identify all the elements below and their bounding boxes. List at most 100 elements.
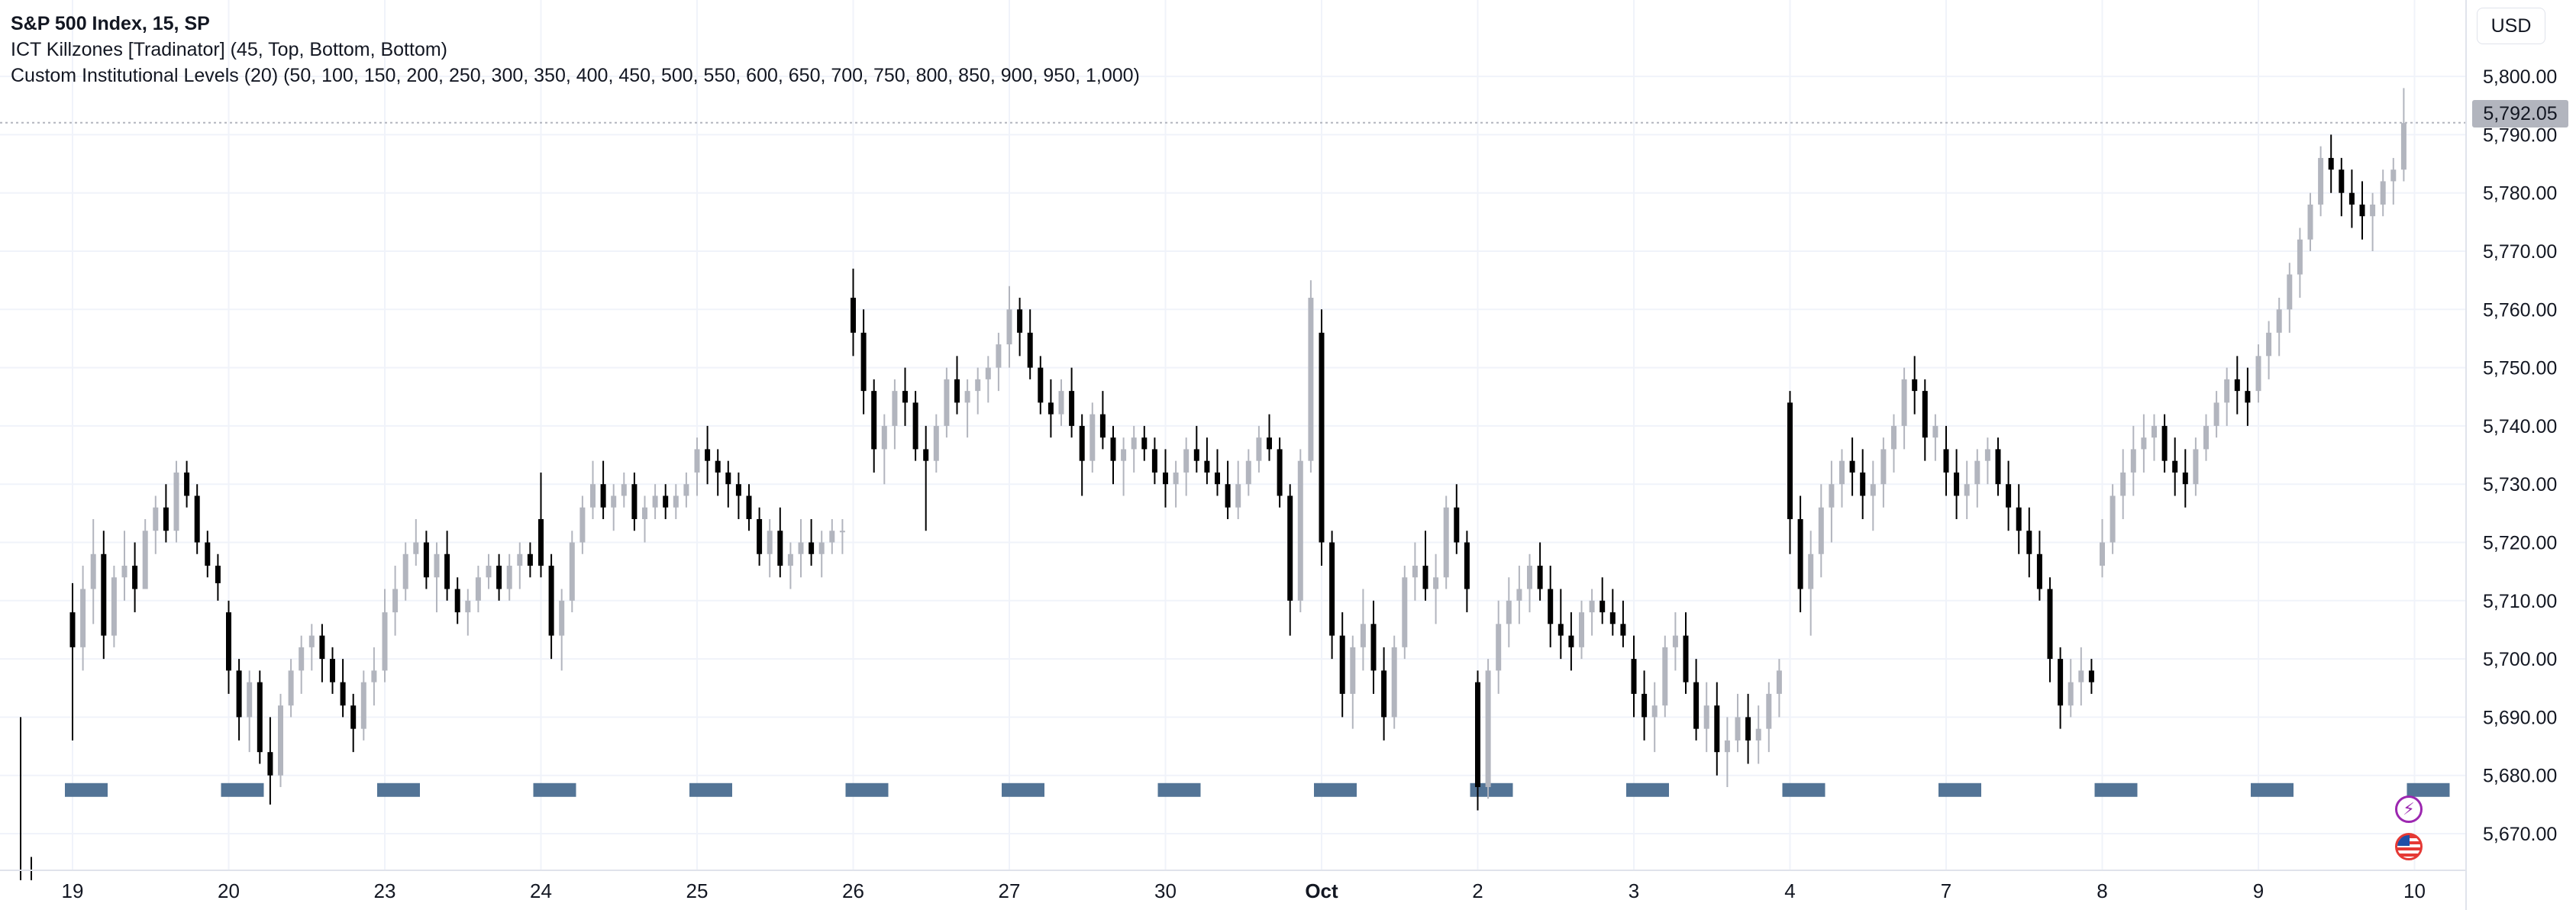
candle-body bbox=[1069, 391, 1075, 426]
candle-body bbox=[1641, 693, 1648, 718]
price-tick-label: 5,740.00 bbox=[2483, 416, 2557, 437]
candle-body bbox=[1402, 577, 1408, 647]
indicator-killzones-label[interactable]: ICT Killzones [Tradinator] (45, Top, Bot… bbox=[11, 39, 447, 60]
time-axis[interactable]: 19 20 23 24 25 26 27 30 Oct 2 3 4 7 8 9 10 bbox=[0, 870, 2466, 902]
killzone-marker bbox=[2251, 783, 2294, 797]
candle-body bbox=[871, 391, 877, 450]
candle-body bbox=[1412, 566, 1418, 578]
candle-body bbox=[1797, 518, 1803, 589]
candle-body bbox=[1297, 460, 1303, 601]
killzone-marker bbox=[689, 783, 732, 797]
candle-body bbox=[1099, 414, 1106, 438]
candle-body bbox=[2266, 332, 2272, 357]
price-tick-label: 5,670.00 bbox=[2483, 824, 2557, 845]
candle-body bbox=[1755, 728, 1761, 741]
candle-body bbox=[2088, 670, 2094, 682]
candle-body bbox=[923, 449, 929, 461]
candle-body bbox=[101, 553, 107, 636]
chart-legend: S&P 500 Index, 15, SP ICT Killzones [Tra… bbox=[11, 11, 1140, 89]
candle-body bbox=[1433, 577, 1439, 589]
candle-body bbox=[1631, 659, 1637, 694]
candle-body bbox=[2193, 449, 2199, 485]
time-tick-label: 24 bbox=[530, 879, 552, 902]
candle-body bbox=[194, 495, 200, 543]
price-tick-label: 5,790.00 bbox=[2483, 124, 2557, 146]
candle-body bbox=[163, 507, 169, 531]
candle-body bbox=[382, 612, 388, 671]
candle-body bbox=[2016, 507, 2022, 531]
candle-body bbox=[2245, 391, 2251, 403]
candle-body bbox=[1121, 449, 1127, 461]
candle-body bbox=[2318, 157, 2324, 205]
candle-body bbox=[2006, 484, 2012, 508]
candle-body bbox=[2287, 274, 2293, 310]
flash-icon[interactable]: ⚡ bbox=[2395, 795, 2423, 823]
candle-body bbox=[1943, 449, 1949, 473]
candle-body bbox=[2400, 123, 2407, 170]
candle-body bbox=[1984, 449, 1990, 461]
us-flag-icon[interactable] bbox=[2395, 833, 2423, 860]
price-tick-label: 5,770.00 bbox=[2483, 241, 2557, 263]
candle-body bbox=[1620, 624, 1626, 636]
candle-body bbox=[2339, 169, 2345, 193]
candle-body bbox=[1475, 682, 1480, 787]
candle-body bbox=[1058, 391, 1064, 415]
candle-body bbox=[1038, 367, 1044, 403]
price-axis[interactable]: 5,670.00 5,680.00 5,690.00 5,700.00 5,710.00… bbox=[2465, 0, 2557, 910]
time-tick-label: 25 bbox=[686, 879, 709, 902]
candle-body bbox=[247, 682, 253, 718]
candle-body bbox=[1496, 624, 1502, 671]
indicator-institutional-levels-label[interactable]: Custom Institutional Levels (20) (50, 10… bbox=[11, 65, 1140, 86]
candle-body bbox=[1079, 425, 1085, 461]
candle-body bbox=[1506, 600, 1512, 624]
candle-body bbox=[2100, 542, 2105, 566]
candle-body bbox=[2130, 449, 2136, 473]
candle-body bbox=[226, 612, 231, 671]
candle-body bbox=[1454, 507, 1460, 543]
candle-body bbox=[590, 484, 596, 508]
candle-body bbox=[839, 531, 845, 533]
candle-body bbox=[2234, 379, 2240, 392]
candle-body bbox=[2390, 169, 2397, 182]
candle-body bbox=[683, 484, 689, 496]
time-tick-label: 27 bbox=[999, 879, 1021, 902]
candle-body bbox=[2026, 531, 2032, 554]
time-tick-label: 30 bbox=[1154, 879, 1177, 902]
time-tick-label: Oct bbox=[1305, 879, 1338, 902]
candle-body bbox=[1766, 693, 1772, 729]
candle-body bbox=[1443, 507, 1449, 578]
time-tick-label: 9 bbox=[2253, 879, 2264, 902]
candle-body bbox=[2182, 472, 2188, 485]
candle-body bbox=[902, 391, 908, 403]
candle-body bbox=[1912, 379, 1918, 392]
candle-body bbox=[1215, 472, 1220, 485]
candle-body bbox=[1277, 449, 1283, 496]
candle-body bbox=[985, 367, 991, 379]
candle-body bbox=[1808, 553, 1814, 589]
candle-body bbox=[631, 484, 638, 519]
candle-body bbox=[2161, 425, 2168, 461]
candle-body bbox=[1818, 507, 1824, 554]
candle-body bbox=[1974, 460, 1980, 485]
candle-body bbox=[1391, 647, 1397, 718]
candle-body bbox=[881, 425, 887, 450]
candle-body bbox=[308, 635, 315, 647]
candle-body bbox=[2058, 659, 2064, 706]
currency-button[interactable]: USD bbox=[2477, 8, 2545, 44]
candle-body bbox=[787, 553, 793, 566]
candle-body bbox=[1350, 647, 1356, 694]
candle-body bbox=[1329, 542, 1335, 636]
candle-body bbox=[1579, 612, 1584, 647]
symbol-title[interactable]: S&P 500 Index, 15, SP bbox=[11, 13, 210, 34]
candle-body bbox=[2141, 437, 2147, 450]
candle-body bbox=[1256, 437, 1262, 461]
candle-body bbox=[663, 495, 669, 508]
chart-grid bbox=[0, 0, 2466, 870]
candle-body bbox=[975, 379, 981, 392]
candle-body bbox=[215, 566, 221, 583]
candle-body bbox=[69, 612, 76, 647]
candle-body bbox=[1537, 566, 1543, 589]
candle-body bbox=[475, 577, 481, 601]
candle-body bbox=[1901, 379, 1907, 426]
